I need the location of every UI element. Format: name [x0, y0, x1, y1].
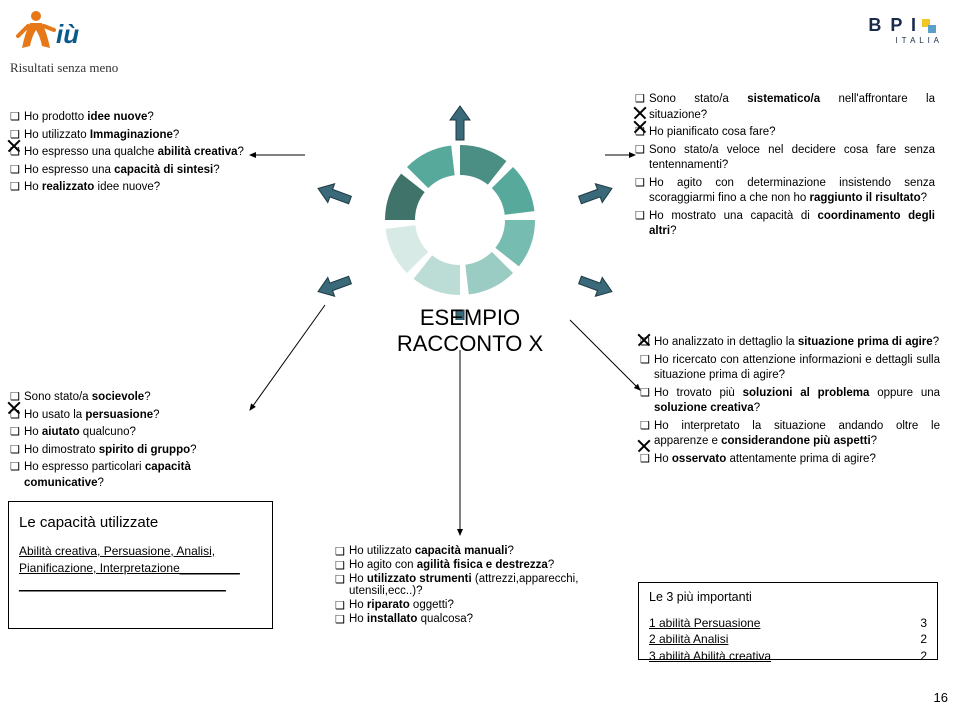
question-item: Ho trovato più soluzioni al problema opp… — [640, 386, 940, 417]
capacita-title: Le capacità utilizzate — [19, 512, 262, 533]
question-item: Ho aiutato qualcuno? — [10, 425, 250, 441]
importanti-row: 3 abilità Abilità creativa2 — [649, 648, 927, 665]
question-item: Ho utilizzato capacità manuali? — [335, 545, 605, 557]
question-item: Ho installato qualcosa? — [335, 613, 605, 625]
block-creativity: Ho prodotto idee nuove? Ho utilizzato Imm… — [10, 110, 245, 198]
question-item: Ho espresso una capacità di sintesi? — [10, 163, 245, 179]
question-item: Ho interpretato la situazione andando ol… — [640, 419, 940, 450]
svg-text:iù: iù — [56, 19, 79, 49]
circular-diagram — [300, 100, 620, 320]
block-social: Sono stato/a socievole? Ho usato la persu… — [10, 390, 250, 493]
question-item: Ho mostrato una capacità di coordinament… — [635, 209, 935, 240]
logo-subtitle: Risultati senza meno — [10, 60, 118, 76]
question-item: Ho usato la persuasione? — [10, 408, 250, 424]
logo-piu: iù — [10, 8, 140, 68]
question-item: Ho pianificato cosa fare? — [635, 125, 935, 141]
capacita-box: Le capacità utilizzate Abilità creativa,… — [8, 501, 273, 629]
importanti-box: Le 3 più importanti 1 abilità Persuasion… — [638, 582, 938, 660]
page-number: 16 — [934, 690, 948, 705]
block-analysis: Ho analizzato in dettaglio la situazione… — [640, 335, 940, 469]
block-planning: Sono stato/a sistematico/a nell'affronta… — [635, 92, 935, 242]
question-item: Sono stato/a veloce nel decidere cosa fa… — [635, 143, 935, 174]
question-item: Ho agito con agilità fisica e destrezza? — [335, 559, 605, 571]
question-item: Ho utilizzato strumenti (attrezzi,appare… — [335, 573, 605, 597]
question-item: Ho dimostrato spirito di gruppo? — [10, 443, 250, 459]
question-item: Ho analizzato in dettaglio la situazione… — [640, 335, 940, 351]
logo-bpi: B P I I T A L I A — [868, 15, 940, 45]
importanti-row: 2 abilità Analisi2 — [649, 631, 927, 648]
question-item: Ho realizzato idee nuove? — [10, 180, 245, 196]
block-manual: Ho utilizzato capacità manuali? Ho agito … — [335, 545, 605, 627]
question-item: Ho osservato attentamente prima di agire… — [640, 452, 940, 468]
importanti-rows: 1 abilità Persuasione32 abilità Analisi2… — [649, 615, 927, 665]
question-item: Ho prodotto idee nuove? — [10, 110, 245, 126]
capacita-content: Abilità creativa, Persuasione, Analisi, … — [19, 543, 262, 593]
importanti-row: 1 abilità Persuasione3 — [649, 615, 927, 632]
question-item: Ho espresso una qualche abilità creativa… — [10, 145, 245, 161]
question-item: Sono stato/a socievole? — [10, 390, 250, 406]
center-title: ESEMPIO RACCONTO X — [360, 305, 580, 357]
question-item: Ho ricercato con attenzione informazioni… — [640, 353, 940, 384]
question-item: Ho riparato oggetti? — [335, 599, 605, 611]
question-item: Ho espresso particolari capacità comunic… — [10, 460, 250, 491]
question-item: Sono stato/a sistematico/a nell'affronta… — [635, 92, 935, 123]
question-item: Ho agito con determinazione insistendo s… — [635, 176, 935, 207]
importanti-title: Le 3 più importanti — [649, 589, 927, 607]
question-item: Ho utilizzato Immaginazione? — [10, 128, 245, 144]
